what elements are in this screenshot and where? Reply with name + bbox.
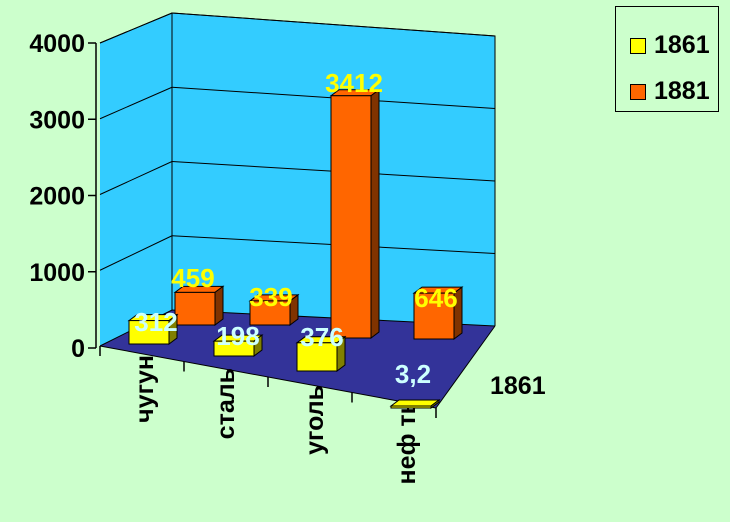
side-wall xyxy=(100,13,172,346)
bar-front xyxy=(249,300,291,326)
data-label-1881: 646 xyxy=(414,283,457,313)
y-axis xyxy=(88,42,97,349)
depth-axis-label: 1861 xyxy=(490,372,546,400)
gridline-back xyxy=(171,12,496,37)
category-label: чугун xyxy=(131,355,159,423)
legend-item-1861: 1861 xyxy=(630,31,710,60)
bar-1881 xyxy=(173,285,225,326)
legend: 1861 1881 xyxy=(615,6,719,112)
data-label-1861: 3,2 xyxy=(395,359,431,389)
data-labels: 459 339 3412 646 312 198 376 3,2 xyxy=(134,68,457,389)
bar-1881 xyxy=(329,88,381,339)
bar-front xyxy=(296,342,338,372)
bar-front xyxy=(213,340,255,357)
bar-1861 xyxy=(212,334,264,357)
y-tick-label: 3000 xyxy=(29,106,85,134)
legend-label-1881: 1881 xyxy=(654,77,710,105)
y-tick-label: 2000 xyxy=(29,183,85,211)
category-labels: чугун сталь уголь неф ть xyxy=(99,346,437,484)
bar-front xyxy=(330,95,372,339)
bar-1861 xyxy=(389,399,441,409)
data-label-1881: 459 xyxy=(171,263,214,293)
category-label: неф ть xyxy=(393,399,421,484)
category-label: сталь xyxy=(212,368,240,439)
bar-1861 xyxy=(127,313,179,345)
bar-front xyxy=(174,291,216,326)
gridline-side xyxy=(99,86,173,120)
bar-1861 xyxy=(295,335,347,372)
bar-side xyxy=(370,88,380,339)
gridline-side xyxy=(99,161,173,195)
gridline-side xyxy=(99,12,173,44)
bar-1881 xyxy=(248,293,300,326)
y-tick-label: 0 xyxy=(71,335,85,363)
y-tick-label: 4000 xyxy=(29,30,85,58)
legend-swatch-1861 xyxy=(630,37,646,54)
data-label-1881: 3412 xyxy=(325,68,383,98)
data-label-1861: 376 xyxy=(300,322,343,352)
data-label-1861: 198 xyxy=(216,321,259,351)
bar-front xyxy=(413,292,455,340)
bar-side xyxy=(214,285,224,326)
legend-item-1881: 1881 xyxy=(630,77,710,106)
bar-front xyxy=(128,320,170,345)
data-label-1861: 312 xyxy=(134,307,177,337)
legend-label-1861: 1861 xyxy=(654,31,710,59)
bars xyxy=(127,88,464,409)
category-label: уголь xyxy=(301,385,329,455)
gridline-side xyxy=(99,235,173,271)
bar-1881 xyxy=(412,286,464,340)
bar-front xyxy=(390,405,432,409)
legend-swatch-1881 xyxy=(630,83,646,100)
y-tick-labels: 0 1000 2000 3000 4000 xyxy=(29,30,85,363)
data-label-1881: 339 xyxy=(249,282,292,312)
y-tick-label: 1000 xyxy=(29,259,85,287)
